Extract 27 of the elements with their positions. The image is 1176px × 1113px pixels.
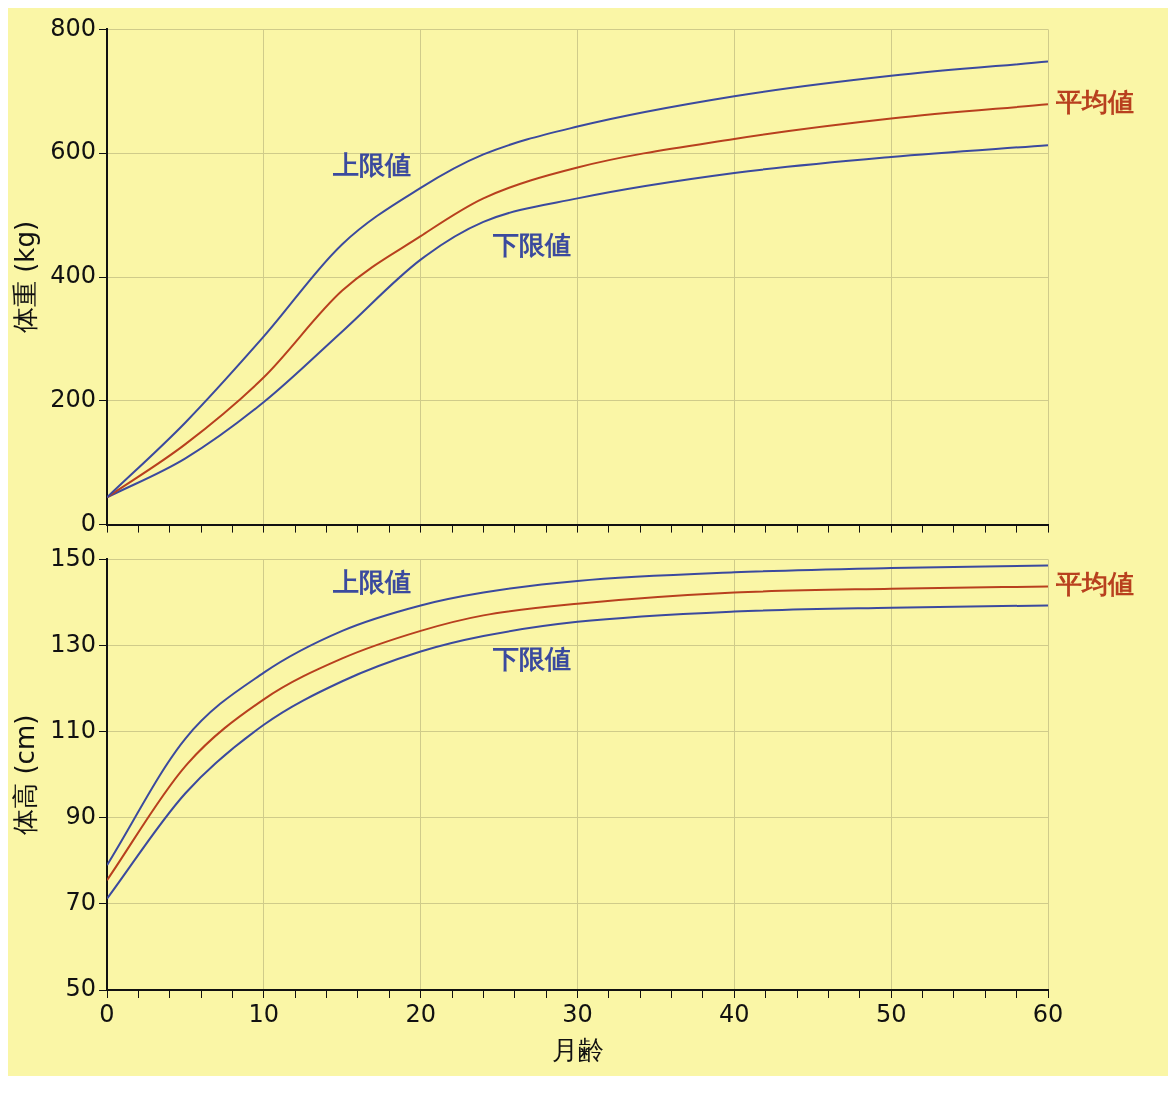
- x-tick-label: 10: [248, 999, 280, 1028]
- x-tick-label: 60: [1032, 999, 1064, 1028]
- y-tick-label: 400: [50, 261, 97, 290]
- x-tick-label: 30: [562, 999, 593, 1028]
- x-axis-title: 月齢: [551, 1035, 604, 1066]
- y-tick-label: 150: [50, 543, 97, 572]
- y-tick-label: 90: [65, 801, 97, 830]
- series-label: 平均値: [1055, 87, 1134, 118]
- y-tick-label: 130: [50, 629, 97, 658]
- series-label: 平均値: [1055, 569, 1134, 600]
- series-label: 上限値: [331, 149, 411, 180]
- series-label: 上限値: [331, 567, 411, 598]
- y-tick-label: 110: [50, 715, 97, 744]
- y-axis-title: 体重 (kg): [10, 220, 41, 334]
- x-tick-label: 20: [405, 999, 436, 1028]
- y-tick-label: 50: [65, 974, 97, 1003]
- series-label: 下限値: [492, 229, 572, 260]
- x-tick-label: 40: [719, 999, 750, 1028]
- y-tick-label: 70: [65, 888, 97, 917]
- y-tick-label: 800: [50, 13, 97, 42]
- y-tick-label: 0: [80, 508, 97, 537]
- x-tick-label: 0: [99, 999, 115, 1028]
- series-label: 下限値: [492, 643, 572, 674]
- y-tick-label: 200: [50, 385, 97, 414]
- y-axis-title: 体高 (cm): [10, 714, 41, 835]
- y-tick-label: 600: [50, 137, 97, 166]
- x-tick-label: 50: [875, 999, 907, 1028]
